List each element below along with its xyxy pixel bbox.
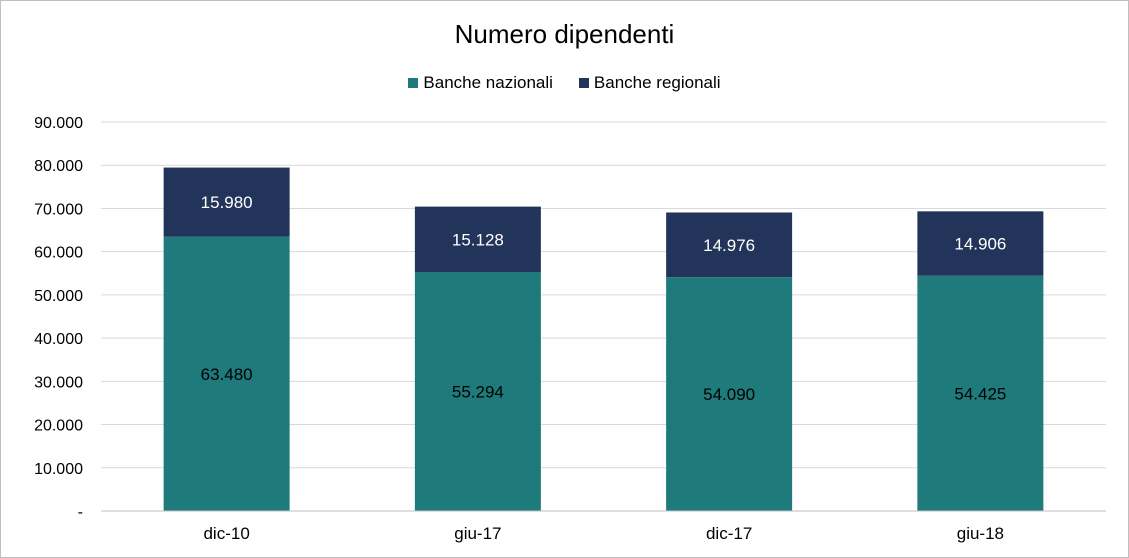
y-tick-label: 40.000 bbox=[34, 331, 83, 348]
x-tick-label: giu-18 bbox=[957, 524, 1004, 543]
legend-item-banche-regionali: Banche regionali bbox=[578, 73, 721, 93]
bar-banche-regionali bbox=[414, 206, 541, 273]
legend-item-banche-nazionali: Banche nazionali bbox=[408, 73, 553, 93]
x-tick-label: giu-17 bbox=[454, 524, 501, 543]
data-label: 15.980 bbox=[201, 193, 253, 212]
bar-banche-regionali bbox=[163, 167, 290, 237]
y-tick-label: 60.000 bbox=[34, 245, 83, 262]
bar-banche-nazionali bbox=[917, 275, 1044, 511]
data-label: 54.090 bbox=[703, 385, 755, 404]
legend-label-banche-nazionali: Banche nazionali bbox=[423, 73, 553, 92]
bar-banche-regionali bbox=[666, 212, 793, 278]
data-label: 14.906 bbox=[954, 235, 1006, 254]
legend: Banche nazionali Banche regionali bbox=[1, 73, 1128, 93]
bar-banche-nazionali bbox=[666, 277, 793, 511]
y-tick-label: 20.000 bbox=[34, 418, 83, 435]
bar-banche-nazionali bbox=[163, 236, 290, 511]
data-label: 14.976 bbox=[703, 236, 755, 255]
x-tick-label: dic-10 bbox=[203, 524, 249, 543]
y-tick-label: 80.000 bbox=[34, 158, 83, 175]
bar-banche-nazionali bbox=[414, 272, 541, 511]
legend-swatch-banche-regionali bbox=[578, 78, 589, 88]
data-label: 15.128 bbox=[452, 230, 504, 249]
data-label: 54.425 bbox=[954, 384, 1006, 403]
y-tick-label: 70.000 bbox=[34, 201, 83, 218]
data-label: 63.480 bbox=[201, 365, 253, 384]
y-tick-label: 90.000 bbox=[34, 115, 83, 132]
bar-banche-regionali bbox=[917, 211, 1044, 276]
y-tick-label: - bbox=[78, 504, 83, 521]
y-tick-label: 50.000 bbox=[34, 288, 83, 305]
y-tick-label: 30.000 bbox=[34, 374, 83, 391]
legend-swatch-banche-nazionali bbox=[408, 78, 419, 88]
chart-title: Numero dipendenti bbox=[454, 19, 675, 49]
x-tick-label: dic-17 bbox=[706, 524, 752, 543]
y-tick-label: 10.000 bbox=[34, 461, 83, 478]
data-label: 55.294 bbox=[452, 383, 504, 402]
legend-label-banche-regionali: Banche regionali bbox=[593, 73, 721, 92]
